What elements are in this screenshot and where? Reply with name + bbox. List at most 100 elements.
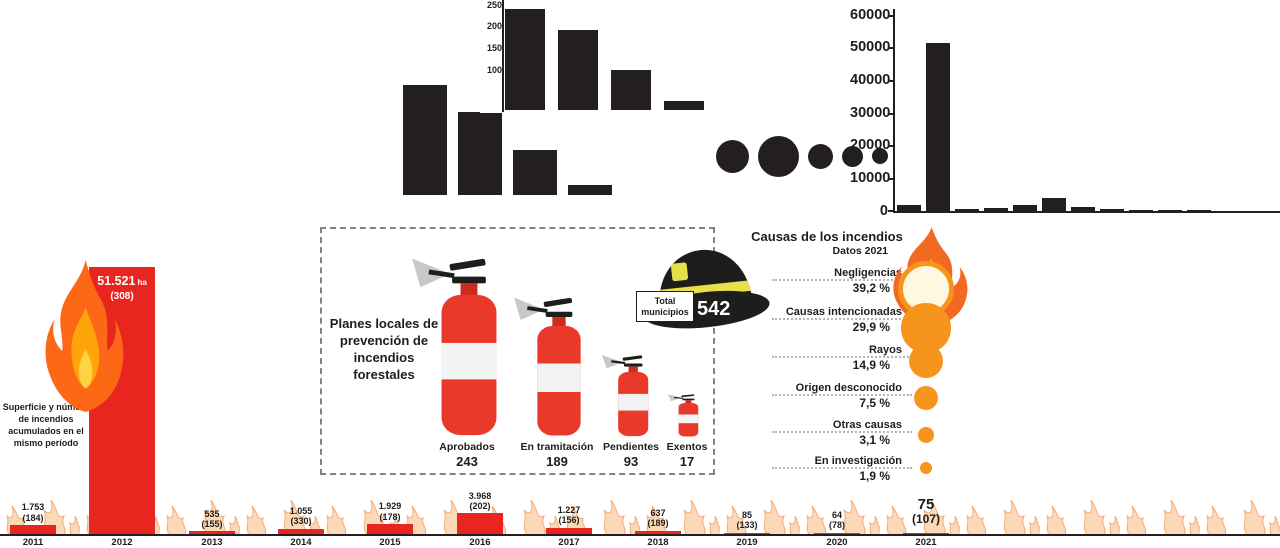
cause-label: Causas intencionadas [785, 306, 902, 318]
bubble [758, 135, 799, 177]
year-label: 2017 [558, 537, 580, 548]
year-value: 1.227 [557, 504, 581, 515]
bar [1187, 210, 1211, 211]
plan-status-value: 189 [546, 454, 568, 469]
year-column: 1.929 (178) [358, 501, 422, 534]
cause-label: En investigación [814, 455, 902, 467]
year-bar [903, 532, 949, 534]
cause-bubble [894, 436, 958, 500]
bar [513, 150, 557, 195]
fire-extinguisher-icon [412, 245, 507, 437]
bar [558, 30, 598, 110]
year-label: 2020 [826, 537, 848, 548]
bar [1129, 210, 1153, 211]
year-label: 2013 [201, 537, 223, 548]
year-value: 64 [831, 510, 842, 521]
year-label: 2019 [736, 537, 758, 548]
y-axis-line [893, 9, 895, 212]
year-column: 535 (155) [180, 509, 244, 534]
year-value: 1.929 [378, 501, 402, 512]
bubble [716, 139, 749, 173]
fire-extinguisher-icon [668, 391, 702, 437]
year-unit: ha [137, 278, 147, 288]
plan-status-label: Aprobados [439, 441, 495, 453]
year-value: 637 [650, 508, 666, 519]
bubble [918, 427, 934, 443]
cause-pct: 39,2 % [852, 281, 890, 295]
cropped-bar-chart [403, 85, 613, 195]
year-column: 64 (78) [805, 510, 869, 534]
y-tick: 0 [879, 203, 888, 219]
inset-bars [505, 4, 704, 110]
bubble [913, 385, 939, 411]
dotted-leader [772, 356, 912, 358]
year-count: (78) [828, 520, 845, 531]
y-tick: 60000 [850, 7, 891, 23]
year-label: 2021 [915, 537, 937, 548]
bar [1071, 207, 1095, 211]
year-count: (330) [290, 516, 312, 527]
year-count: (156) [558, 515, 580, 526]
prevention-plans-panel [320, 227, 715, 475]
year-column: 1.227 (156) [537, 505, 601, 534]
cause-bubble [894, 329, 958, 393]
plan-status-label: En tramitación [520, 441, 594, 453]
bubble [919, 461, 933, 475]
bar [611, 70, 651, 110]
y-tick: 250 [486, 0, 502, 10]
inset-y-axis-line [502, 0, 504, 112]
cause-label: Otras causas [832, 419, 902, 431]
dotted-leader [772, 467, 912, 469]
bar [568, 185, 612, 195]
year-value: 85 [741, 510, 752, 521]
year-count: (184) [22, 512, 44, 523]
year-label: 2016 [469, 537, 491, 548]
x-axis-line [893, 211, 1280, 213]
causes-title: Causas de los incendios [751, 229, 903, 244]
cause-label: Negligencias [834, 267, 902, 279]
year-count: (308) [110, 291, 134, 303]
year-label: 2015 [379, 537, 401, 548]
timeline-caption: Superficie y número de incendios acumula… [2, 402, 90, 449]
bubble [808, 143, 833, 169]
year-column: 1.753 (184) [1, 502, 65, 534]
cause-pct: 7,5 % [859, 396, 890, 410]
bubble [908, 343, 944, 379]
highlight-label: 51.521 ha (308) [89, 272, 155, 302]
y-tick: 20000 [850, 137, 891, 153]
year-column: 637 (189) [626, 508, 690, 534]
tick-mark [888, 15, 894, 17]
cause-label: Origen desconocido [795, 382, 902, 394]
year-bar [724, 532, 770, 534]
bar [664, 101, 704, 110]
dotted-leader [772, 394, 912, 396]
cause-pct: 14,9 % [852, 358, 890, 372]
bar [1100, 208, 1124, 211]
fire-extinguisher-icon [602, 349, 654, 437]
bar [1013, 204, 1037, 211]
cause-bubble [894, 257, 958, 321]
year-label: 2014 [290, 537, 312, 548]
bar [984, 207, 1008, 211]
bubble-row [716, 134, 906, 178]
bar [955, 209, 979, 211]
y-tick: 10000 [850, 170, 891, 186]
total-municipios-box: Total municipios [636, 291, 694, 322]
cause-pct: 3,1 % [859, 433, 890, 447]
year-count: (133) [736, 520, 758, 531]
hectares-bar-chart: 60000 50000 40000 30000 20000 10000 0 [850, 0, 1280, 219]
year-label: 2011 [22, 537, 44, 548]
plan-status-value: 17 [679, 454, 695, 469]
dotted-leader [772, 279, 912, 281]
bar [458, 112, 502, 195]
plan-status: En tramitación 189 [512, 441, 602, 469]
flame-icon [42, 258, 126, 416]
cause-pct: 29,9 % [852, 320, 890, 334]
firefighter-helmet-icon [643, 249, 770, 329]
dotted-leader [772, 431, 912, 433]
y-tick: 150 [486, 43, 502, 53]
year-bar [635, 530, 681, 534]
bubble [842, 145, 863, 167]
year-value: 1.753 [21, 502, 45, 513]
year-bar [367, 524, 413, 534]
